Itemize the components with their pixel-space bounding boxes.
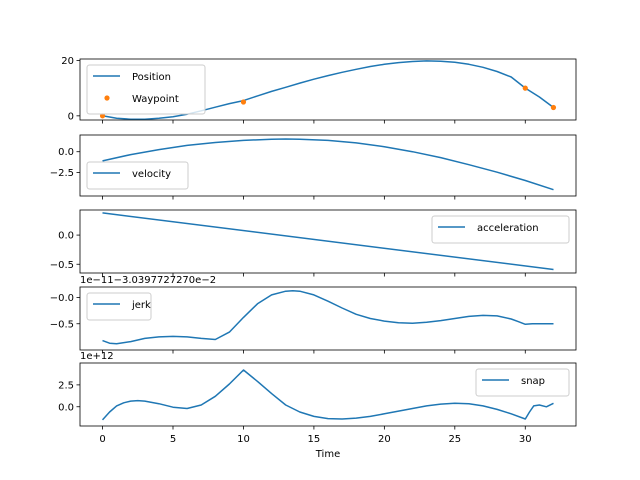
legend-label-acceleration: acceleration (477, 223, 539, 234)
subplot-3: 0.0 −0.5 acceleration (50, 209, 577, 277)
series-line-velocity (102, 138, 554, 191)
legend-box (431, 215, 570, 244)
legend-label-waypoint: Waypoint (132, 94, 179, 105)
y-tick-label: 0.0 (58, 231, 74, 242)
legend-label-jerk: jerk (131, 300, 151, 311)
legend: acceleration (431, 215, 570, 244)
axes-frame (79, 209, 577, 274)
y-tick-label: −0.5 (50, 319, 74, 330)
legend: snap (475, 368, 570, 397)
subplots: 0 20 Position Waypoint 0.0 −2.5 velocity 0.0 −0.… (50, 56, 577, 460)
legend-marker-waypoint (104, 95, 110, 101)
waypoint-marker-1 (99, 113, 106, 119)
axis-offset-label: 1e−11−3.0397727270e−2 (80, 275, 216, 286)
legend: Position Waypoint (86, 64, 206, 115)
subplot-1: 0 20 Position Waypoint (61, 56, 577, 124)
y-tick-label: −0.0 (50, 293, 74, 304)
y-tick-label: 0.0 (58, 147, 74, 158)
legend-box (86, 161, 189, 190)
y-tick-label: 0 (68, 111, 74, 122)
legend: velocity (86, 161, 189, 190)
subplot-4: −0.0 −0.5 1e−11−3.0397727270e−2 jerk (50, 275, 577, 354)
x-tick-label: 10 (237, 434, 250, 445)
axes-frame (79, 58, 577, 121)
legend: jerk (86, 292, 152, 321)
y-tick-label: −0.5 (50, 260, 74, 271)
axes-frame (79, 362, 577, 427)
axes-frame (79, 134, 577, 197)
subplot-2: 0.0 −2.5 velocity (50, 134, 577, 200)
x-tick-label: 25 (448, 434, 461, 445)
y-tick-label: 20 (61, 56, 74, 67)
subplot-5: 0 5 10 15 20 25 30 2.5 0.0 1e+12 Time snap (58, 351, 577, 460)
waypoint-marker-2 (240, 99, 247, 105)
legend-box (86, 292, 152, 321)
legend-label-position: Position (132, 72, 171, 83)
legend-box (86, 64, 206, 115)
x-tick-label: 5 (170, 434, 176, 445)
axis-offset-label: 1e+12 (80, 351, 114, 362)
y-tick-label: 2.5 (58, 380, 74, 391)
waypoint-marker-4 (550, 104, 557, 111)
x-tick-label: 0 (99, 434, 105, 445)
series-line-snap (101, 369, 554, 421)
x-axis-label: Time (315, 449, 340, 460)
x-tick-label: 20 (378, 434, 391, 445)
y-tick-label: −2.5 (50, 168, 74, 179)
series-line-jerk (102, 289, 554, 345)
legend-box (475, 368, 570, 397)
x-tick-label: 15 (308, 434, 321, 445)
axes-frame (79, 286, 577, 351)
legend-label-velocity: velocity (132, 169, 171, 180)
legend-label-snap: snap (521, 376, 545, 387)
waypoint-marker-3 (522, 85, 528, 91)
x-tick-label: 30 (519, 434, 532, 445)
y-tick-label: 0.0 (58, 402, 74, 413)
series-line-acceleration (102, 212, 554, 271)
series-line-position (102, 60, 554, 120)
